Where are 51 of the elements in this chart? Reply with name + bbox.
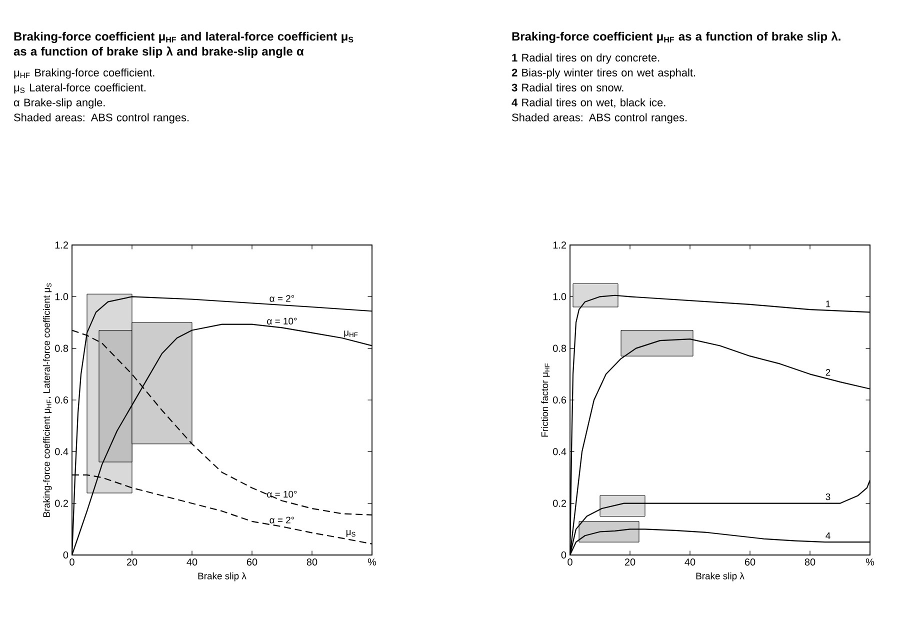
text: 4 Radial tires on wet, black ice.: [512, 98, 666, 108]
annotation: μ$_{HF}$: [344, 330, 358, 338]
x-tick-label: 0: [70, 558, 74, 566]
y-tick-label: 0.2: [553, 500, 566, 507]
chart-title: Braking-force coefficient μ$_{HF}$ and lateral-force coefficient μ$_{S}$ as a function of brake slip λ and brake-slip angle α: [14, 32, 354, 58]
text: 2 Bias-ply winter tires on wet asphalt.: [512, 68, 696, 79]
x-tick-label: 20: [126, 558, 138, 566]
series-label: 2: [826, 369, 830, 376]
series-label: 1: [826, 300, 830, 308]
series-label: α = 10°: [267, 318, 297, 324]
series-label: α = 2°: [270, 295, 294, 302]
series-label: α = 2°: [270, 516, 294, 524]
y-tick-label: 1.0: [55, 293, 68, 300]
y-tick-label: 1.0: [553, 293, 566, 300]
series-label: 4: [826, 532, 830, 539]
text: 1 Radial tires on dry concrete.: [512, 54, 660, 64]
x-tick-label: 60: [246, 558, 258, 566]
x-tick-label: 60: [744, 558, 756, 566]
text: Shaded areas: ABS control ranges.: [14, 113, 189, 124]
text: μ$_{HF}$ Braking-force coefficient.: [14, 68, 154, 79]
y-tick-label: 0.4: [553, 448, 566, 456]
y-axis-title: Friction factor μ$_{HF}$: [541, 363, 550, 437]
chart-title: Braking-force coefficient μ$_{HF}$ as a function of brake slip λ.: [512, 32, 840, 44]
y-tick-label: 0.8: [55, 344, 68, 352]
annotation: μ$_{S}$: [346, 530, 356, 537]
y-tick-label: 1.2: [55, 242, 68, 248]
series-label: 3: [826, 493, 830, 500]
x-tick-label: 80: [306, 558, 318, 566]
x-axis-title: Brake slip λ: [696, 572, 744, 582]
y-axis-title: Braking-force coefficient μ$_{HF}$, Lateral-force coefficient μ$_{S}$: [42, 283, 52, 517]
text: α Brake-slip angle.: [14, 98, 105, 109]
x-tick-label: 20: [624, 558, 636, 566]
y-tick-label: 1.2: [553, 242, 566, 248]
y-tick-label: 0.8: [553, 344, 566, 352]
y-tick-label: 0: [561, 551, 566, 559]
y-tick-label: 0.4: [55, 448, 68, 456]
text: μ$_{S}$ Lateral-force coefficient.: [14, 83, 146, 94]
text: 3 Radial tires on snow.: [512, 83, 624, 92]
x-tick-label: %: [866, 558, 874, 566]
x-tick-label: 80: [804, 558, 816, 566]
x-tick-label: 40: [684, 558, 696, 566]
y-tick-label: 0: [63, 551, 68, 559]
text: Shaded areas: ABS control ranges.: [512, 113, 687, 124]
series-label: α = 10°: [267, 490, 297, 498]
y-tick-label: 0.2: [55, 500, 68, 507]
y-tick-label: 0.6: [55, 396, 68, 404]
x-tick-label: 0: [568, 558, 572, 566]
x-axis-title: Brake slip λ: [198, 572, 246, 582]
y-tick-label: 0.6: [553, 396, 566, 404]
x-tick-label: 40: [186, 558, 198, 566]
x-tick-label: %: [368, 558, 376, 566]
